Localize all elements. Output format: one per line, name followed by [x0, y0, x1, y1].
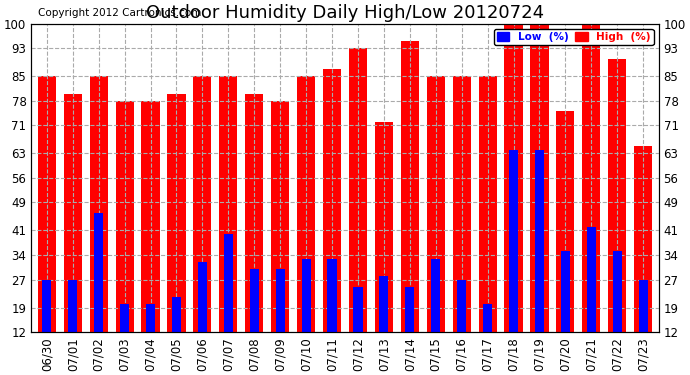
Bar: [483, 304, 492, 374]
Bar: [275, 269, 285, 374]
Bar: [479, 76, 497, 374]
Bar: [245, 94, 264, 374]
Bar: [401, 41, 419, 374]
Text: Copyright 2012 Cartronics.com: Copyright 2012 Cartronics.com: [37, 8, 201, 18]
Bar: [328, 258, 337, 374]
Title: Outdoor Humidity Daily High/Low 20120724: Outdoor Humidity Daily High/Low 20120724: [146, 4, 544, 22]
Bar: [586, 227, 596, 374]
Bar: [94, 213, 104, 374]
Bar: [556, 111, 575, 374]
Bar: [613, 252, 622, 374]
Bar: [250, 269, 259, 374]
Bar: [172, 297, 181, 374]
Bar: [168, 94, 186, 374]
Bar: [380, 276, 388, 374]
Bar: [509, 150, 518, 374]
Bar: [120, 304, 129, 374]
Bar: [353, 286, 362, 374]
Bar: [457, 279, 466, 374]
Bar: [90, 76, 108, 374]
Bar: [42, 279, 51, 374]
Legend: Low  (%) , High  (%): Low (%) , High (%): [493, 29, 653, 45]
Bar: [68, 279, 77, 374]
Bar: [535, 150, 544, 374]
Bar: [561, 252, 570, 374]
Bar: [426, 76, 445, 374]
Bar: [224, 234, 233, 374]
Bar: [349, 48, 367, 374]
Bar: [115, 101, 134, 374]
Bar: [531, 24, 549, 374]
Bar: [38, 76, 56, 374]
Bar: [323, 69, 341, 374]
Bar: [146, 304, 155, 374]
Bar: [608, 59, 627, 374]
Bar: [582, 24, 600, 374]
Bar: [63, 94, 82, 374]
Bar: [504, 24, 522, 374]
Bar: [198, 262, 207, 374]
Bar: [219, 76, 237, 374]
Bar: [271, 101, 289, 374]
Bar: [297, 76, 315, 374]
Bar: [405, 286, 415, 374]
Bar: [639, 279, 648, 374]
Bar: [431, 258, 440, 374]
Bar: [302, 258, 310, 374]
Bar: [141, 101, 159, 374]
Bar: [634, 146, 652, 374]
Bar: [193, 76, 211, 374]
Bar: [375, 122, 393, 374]
Bar: [453, 76, 471, 374]
